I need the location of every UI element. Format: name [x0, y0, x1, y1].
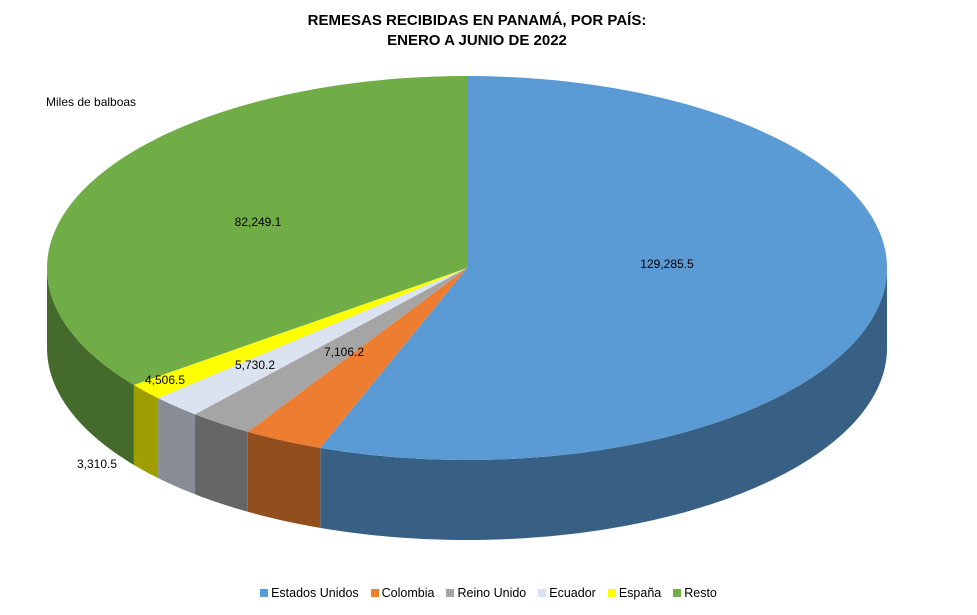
- pie-side-reino-unido: [195, 414, 248, 512]
- pie-side-colombia: [247, 431, 321, 528]
- data-labels: 129,285.5 7,106.2 5,730.2 4,506.5 3,310.5 82,…: [77, 215, 694, 471]
- legend-item-colombia: Colombia: [370, 586, 435, 600]
- data-label-reino-unido: 5,730.2: [235, 358, 275, 372]
- legend-item-reino-unido: Reino Unido: [446, 586, 526, 600]
- legend-label: Resto: [684, 586, 717, 600]
- pie-tops: [47, 76, 887, 460]
- legend-swatch: [607, 589, 616, 597]
- pie-side-resto: [47, 268, 134, 465]
- pie-side-ecuador: [158, 398, 196, 495]
- pie-slice-estados-unidos: [320, 76, 887, 460]
- legend-item-ecuador: Ecuador: [538, 586, 596, 600]
- data-label-resto: 82,249.1: [235, 215, 282, 229]
- legend-label: Reino Unido: [457, 586, 527, 600]
- legend: Estados Unidos Colombia Reino Unido Ecuador…: [0, 586, 977, 600]
- legend-swatch: [538, 589, 547, 597]
- unit-label: Miles de balboas: [46, 95, 136, 109]
- pie-slice-reino-unido: [195, 268, 468, 432]
- legend-swatch: [260, 589, 269, 597]
- pie-side-españa: [133, 384, 159, 479]
- legend-label: Estados Unidos: [271, 586, 359, 600]
- pie-slice-ecuador: [158, 268, 467, 415]
- pie-side-estados-unidos: [320, 268, 887, 540]
- data-label-estados-unidos: 129,285.5: [640, 257, 694, 271]
- legend-label: España: [618, 586, 662, 600]
- data-label-españa: 3,310.5: [77, 457, 117, 471]
- legend-label: Colombia: [381, 586, 435, 600]
- data-label-colombia: 7,106.2: [324, 345, 364, 359]
- legend-item-españa: España: [607, 586, 662, 600]
- legend-item-resto: Resto: [673, 586, 717, 600]
- legend-swatch: [370, 589, 379, 597]
- pie-slice-colombia: [247, 268, 467, 448]
- chart-title-line1: REMESAS RECIBIDAS EN PANAMÁ, POR PAÍS:: [308, 12, 647, 29]
- legend-swatch: [446, 589, 455, 597]
- chart-title-line2: ENERO A JUNIO DE 2022: [387, 32, 567, 49]
- data-label-ecuador: 4,506.5: [145, 373, 185, 387]
- legend-item-estados-unidos: Estados Unidos: [260, 586, 359, 600]
- pie-sides: [47, 268, 887, 540]
- legend-swatch: [673, 589, 682, 597]
- legend-label: Ecuador: [549, 586, 596, 600]
- pie-slice-españa: [133, 268, 467, 399]
- pie-slice-resto: [47, 76, 467, 385]
